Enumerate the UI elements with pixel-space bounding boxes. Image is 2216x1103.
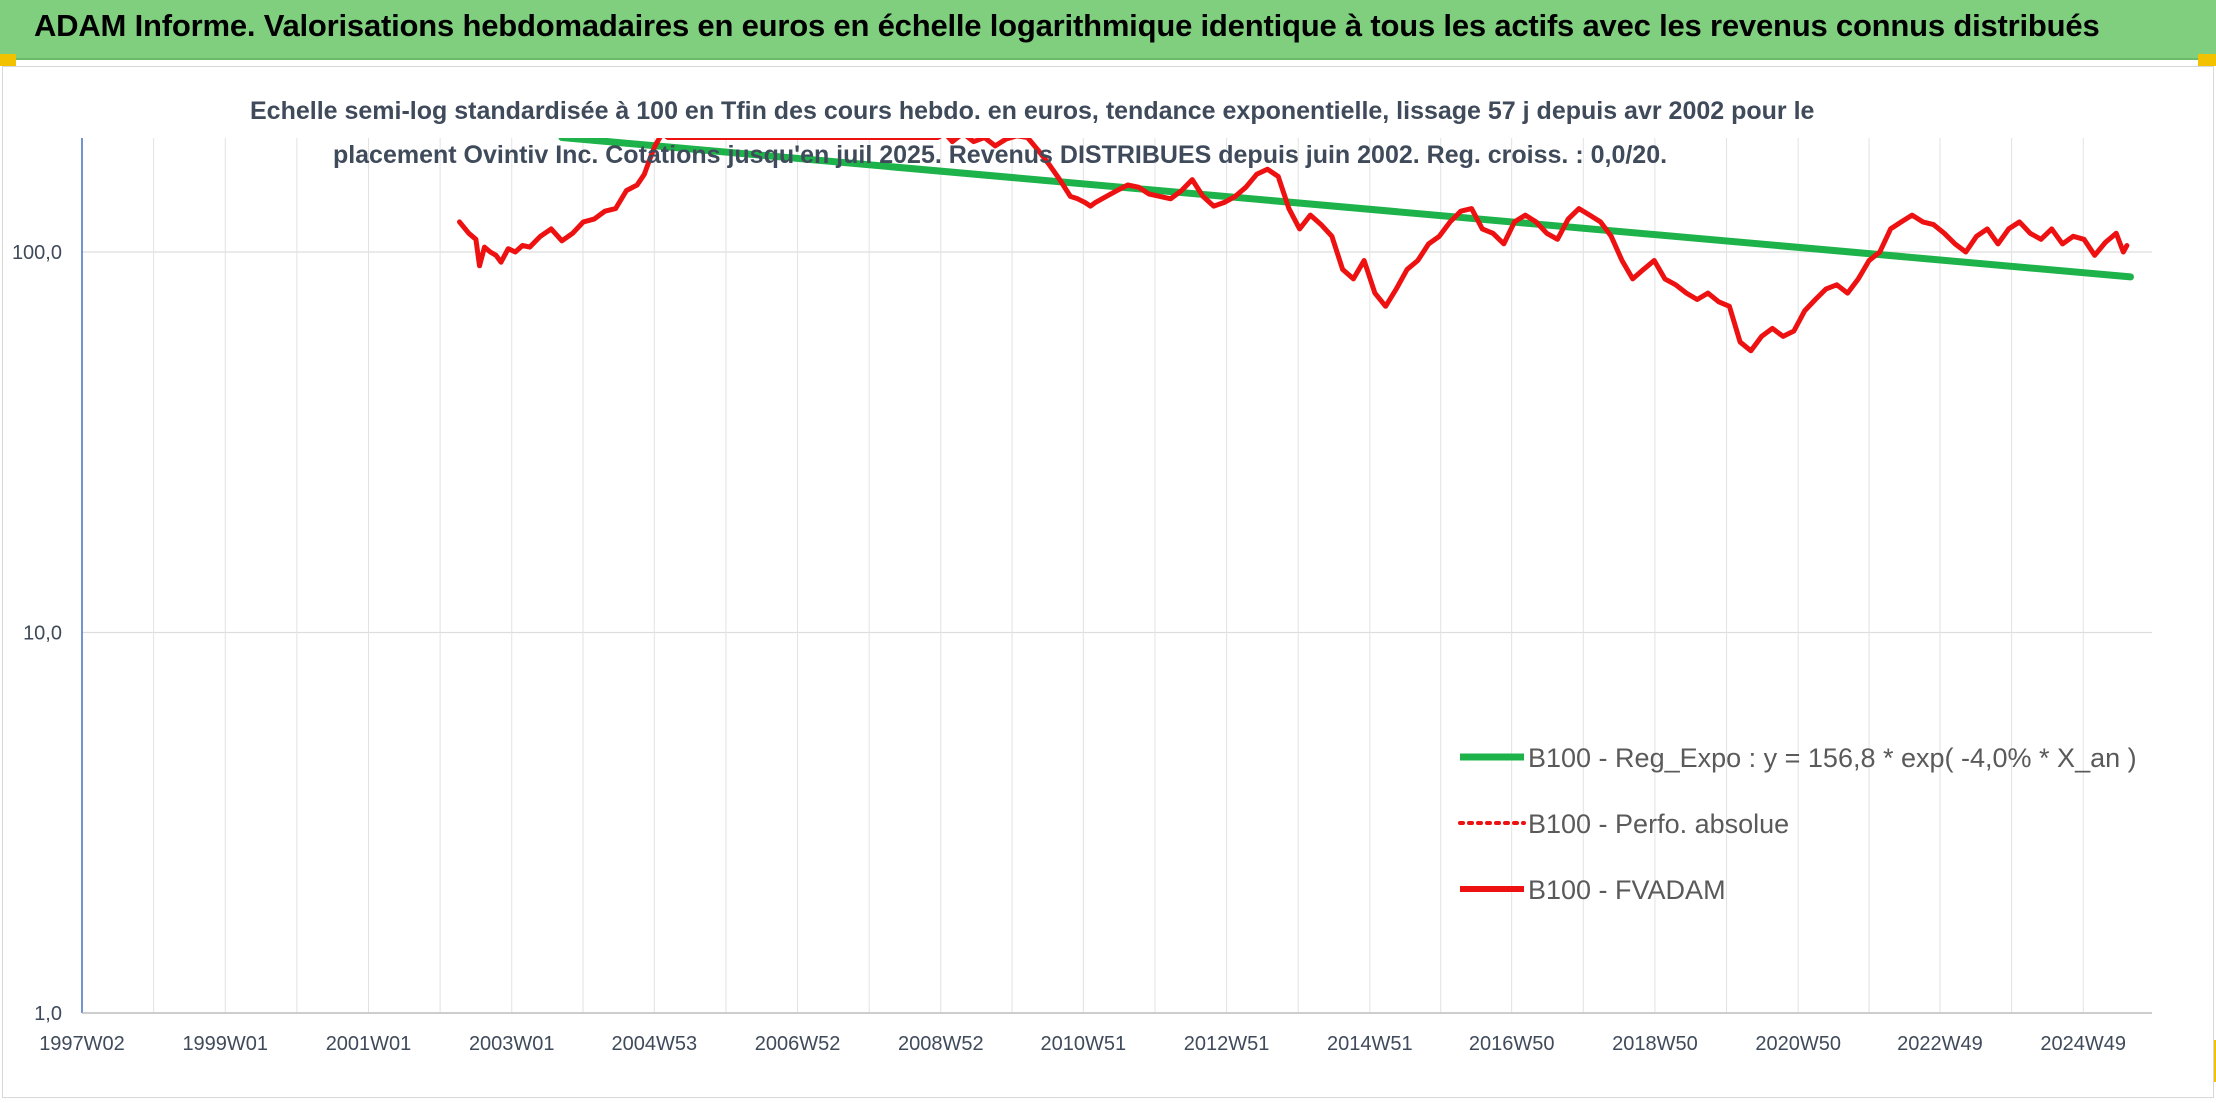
y-tick-label: 10,0 [23,623,62,645]
x-tick-label: 2012W51 [1184,1033,1270,1055]
series-line-fvadam [457,138,2130,354]
x-tick-label: 2006W52 [755,1033,841,1055]
corner-accent-left [0,54,16,66]
series-line-trend [558,138,2134,281]
x-tick-label: 2004W53 [611,1033,697,1055]
chart-frame [2,66,2214,1098]
x-tick-label: 2010W51 [1041,1033,1127,1055]
report-banner: ADAM Informe. Valorisations hebdomadaire… [0,0,2216,60]
x-tick-label: 2022W49 [1897,1033,1983,1055]
x-tick-label: 2020W50 [1755,1033,1841,1055]
report-title: ADAM Informe. Valorisations hebdomadaire… [34,8,2100,43]
y-tick-label: 100,0 [12,242,62,264]
legend-label-fvadam: B100 - FVADAM [1528,875,1726,905]
corner-accent-right [2198,54,2216,66]
x-tick-label: 2024W49 [2040,1033,2126,1055]
x-tick-label: 2014W51 [1327,1033,1413,1055]
x-tick-label: 2016W50 [1469,1033,1555,1055]
legend-label-perfo: B100 - Perfo. absolue [1528,809,1789,839]
x-tick-label: 2001W01 [326,1033,412,1055]
chart-subtitle-line2: placement Ovintiv Inc. Cotations jusqu'e… [332,141,1668,169]
x-tick-label: 2003W01 [469,1033,555,1055]
x-tick-label: 1997W02 [39,1033,125,1055]
chart-subtitle-line1: Echelle semi-log standardisée à 100 en T… [250,97,1815,125]
y-tick-label: 1,0 [34,1003,62,1025]
x-tick-label: 2018W50 [1612,1033,1698,1055]
legend-label-trend: B100 - Reg_Expo : y = 156,8 * exp( -4,0%… [1528,743,2137,773]
x-tick-label: 2008W52 [898,1033,984,1055]
x-tick-label: 1999W01 [182,1033,268,1055]
